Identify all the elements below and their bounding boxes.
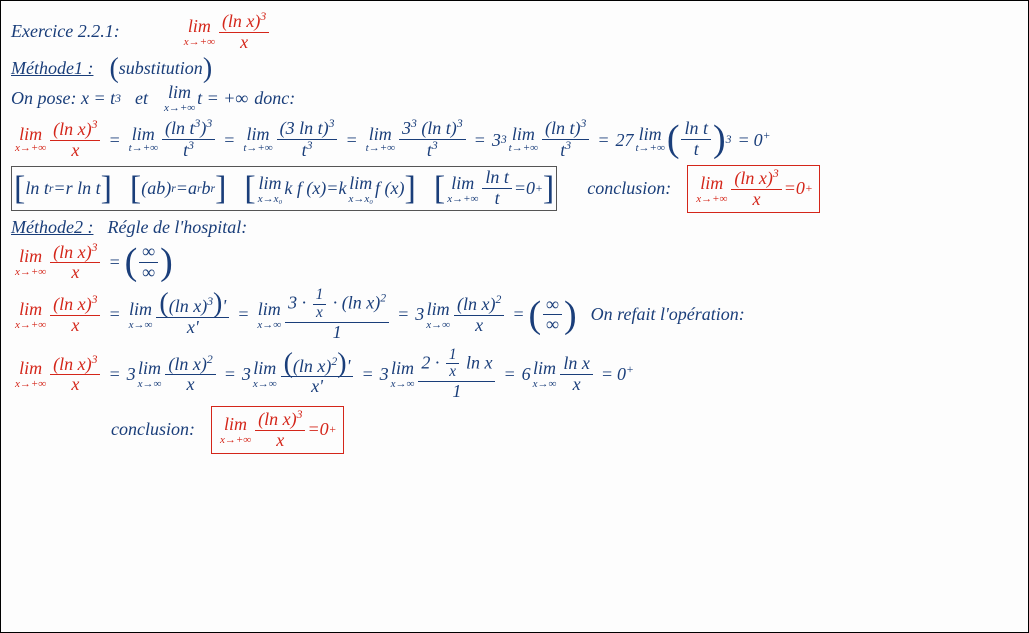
conclusion-box-2: limx→+∞ (ln x)3x = 0+ (211, 406, 344, 454)
method1-title-line: Méthode1 : (substitution) (11, 57, 1018, 81)
on-pose-line: On pose: x = t3 et limx→+∞ t = +∞donc: (11, 82, 1018, 114)
conclusion-box-1: limx→+∞ (ln x)3x = 0+ (687, 165, 820, 213)
exercise-label: Exercice 2.2.1: (11, 21, 120, 42)
method2-title-line: Méthode2 : Régle de l'hospital: (11, 217, 1018, 238)
m2-line-a: limx→+∞ (ln x)3x = (∞∞) (11, 242, 1018, 284)
conclusion2-line: conclusion: limx→+∞ (ln x)3x = 0+ (11, 406, 1018, 454)
m2-line-c: limx→+∞ (ln x)3x = 3 limx→∞ (ln x)2x = 3… (11, 347, 1018, 402)
m2-line-b: limx→+∞ (ln x)3x = limx→∞ ((ln x)3)' x' … (11, 287, 1018, 342)
on-pose: On pose: x = t (11, 88, 115, 109)
conclusion2-label: conclusion: (111, 419, 195, 440)
exercise-line: Exercice 2.2.1: limx→+∞ (ln x)3 x (11, 11, 1018, 53)
exercise-limit: limx→+∞ (ln x)3 x (182, 11, 271, 53)
method2-title: Méthode2 : (11, 217, 93, 238)
method1-title: Méthode1 : (11, 58, 93, 79)
conclusion-label: conclusion: (587, 178, 671, 199)
rules-row: [ ln tr = r ln t ] [ (ab)r = arbr ] [ li… (11, 165, 1018, 213)
substitution-paren: (substitution) (109, 57, 212, 81)
chain1: limx→+∞ (ln x)3x = limt→+∞ (ln t3)3 t3 =… (11, 118, 1018, 161)
